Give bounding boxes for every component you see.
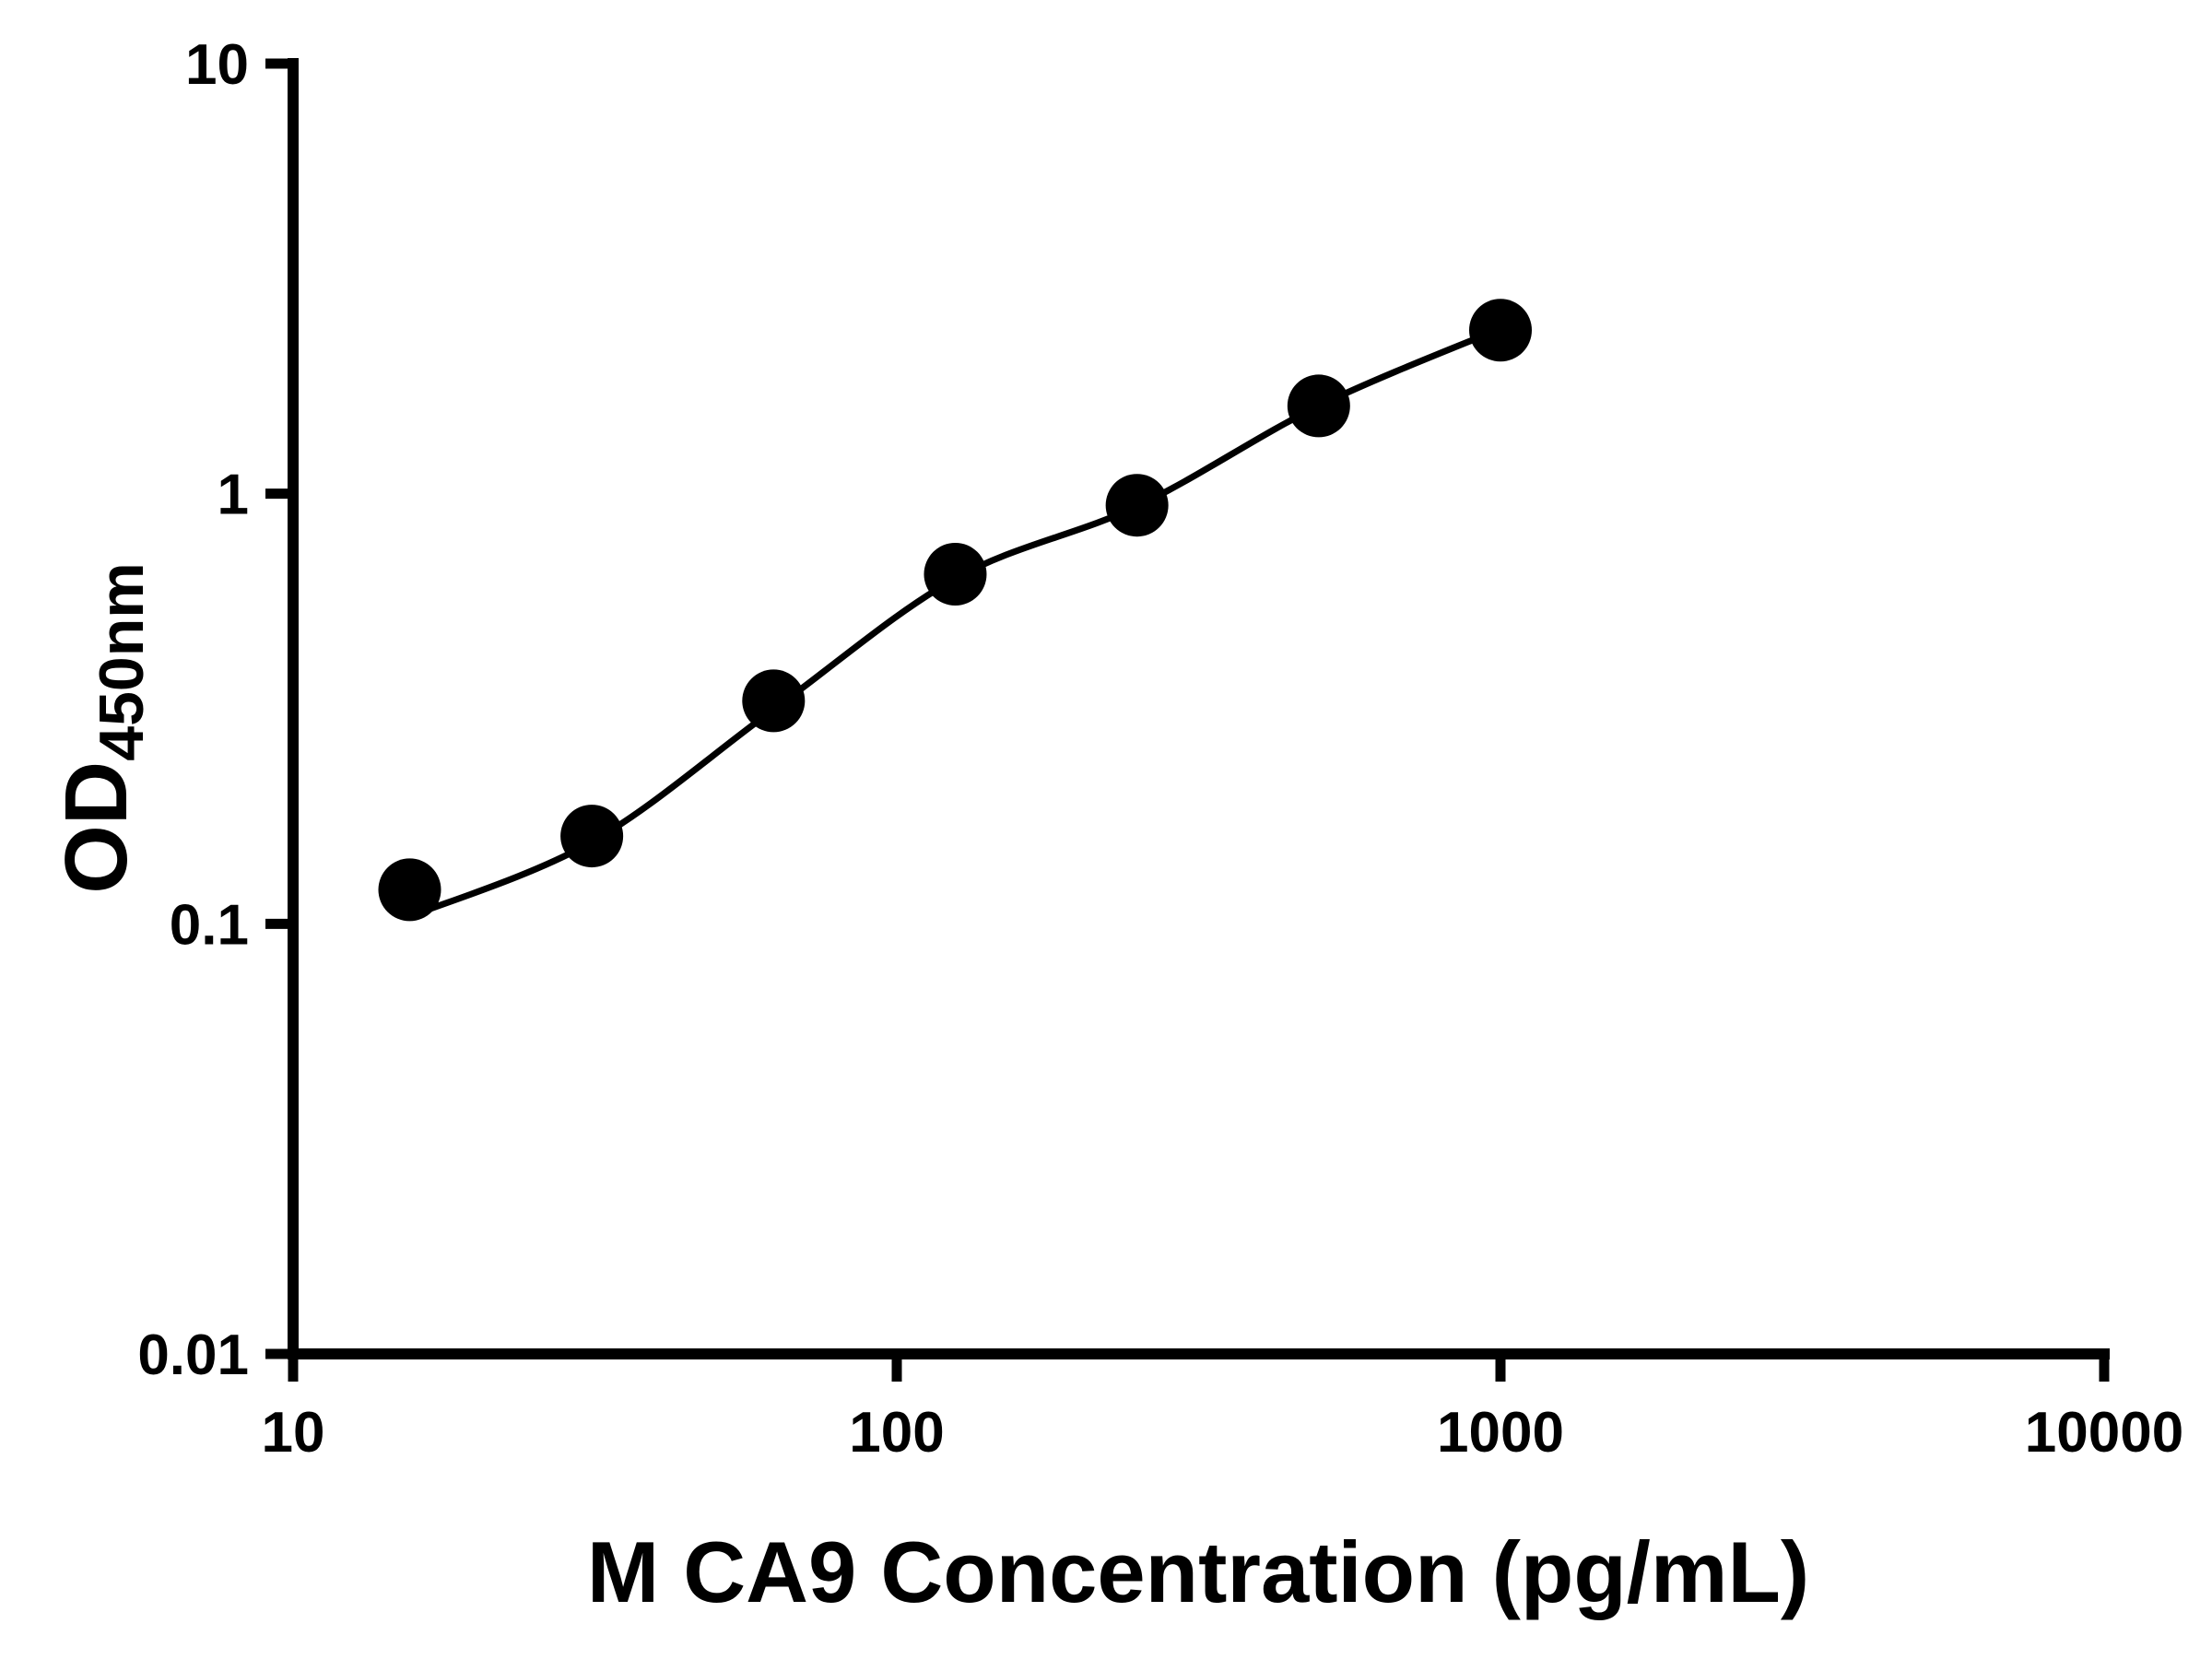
data-point bbox=[1287, 374, 1350, 438]
data-point bbox=[924, 542, 987, 606]
data-point bbox=[378, 858, 441, 922]
y-tick-label: 10 bbox=[185, 33, 249, 97]
x-tick-label: 100 bbox=[849, 1401, 944, 1465]
x-axis-label: M CA9 Concentration (pg/mL) bbox=[586, 1524, 1810, 1620]
data-point bbox=[560, 805, 624, 868]
y-axis-label-subscript: 450nm bbox=[87, 562, 157, 761]
y-tick-label: 1 bbox=[218, 464, 249, 527]
y-axis-label-main: OD bbox=[47, 760, 146, 894]
data-point bbox=[1469, 299, 1532, 362]
x-tick-label: 10000 bbox=[2025, 1401, 2183, 1465]
x-tick-label: 10 bbox=[262, 1401, 325, 1465]
axes bbox=[288, 58, 2110, 1359]
y-tick-label: 0.1 bbox=[170, 893, 249, 957]
data-point bbox=[742, 669, 806, 733]
data-point bbox=[1105, 474, 1169, 537]
y-tick-label: 0.01 bbox=[137, 1324, 249, 1387]
x-tick-label: 1000 bbox=[1437, 1401, 1564, 1465]
y-axis-label: OD450nm bbox=[47, 562, 157, 893]
